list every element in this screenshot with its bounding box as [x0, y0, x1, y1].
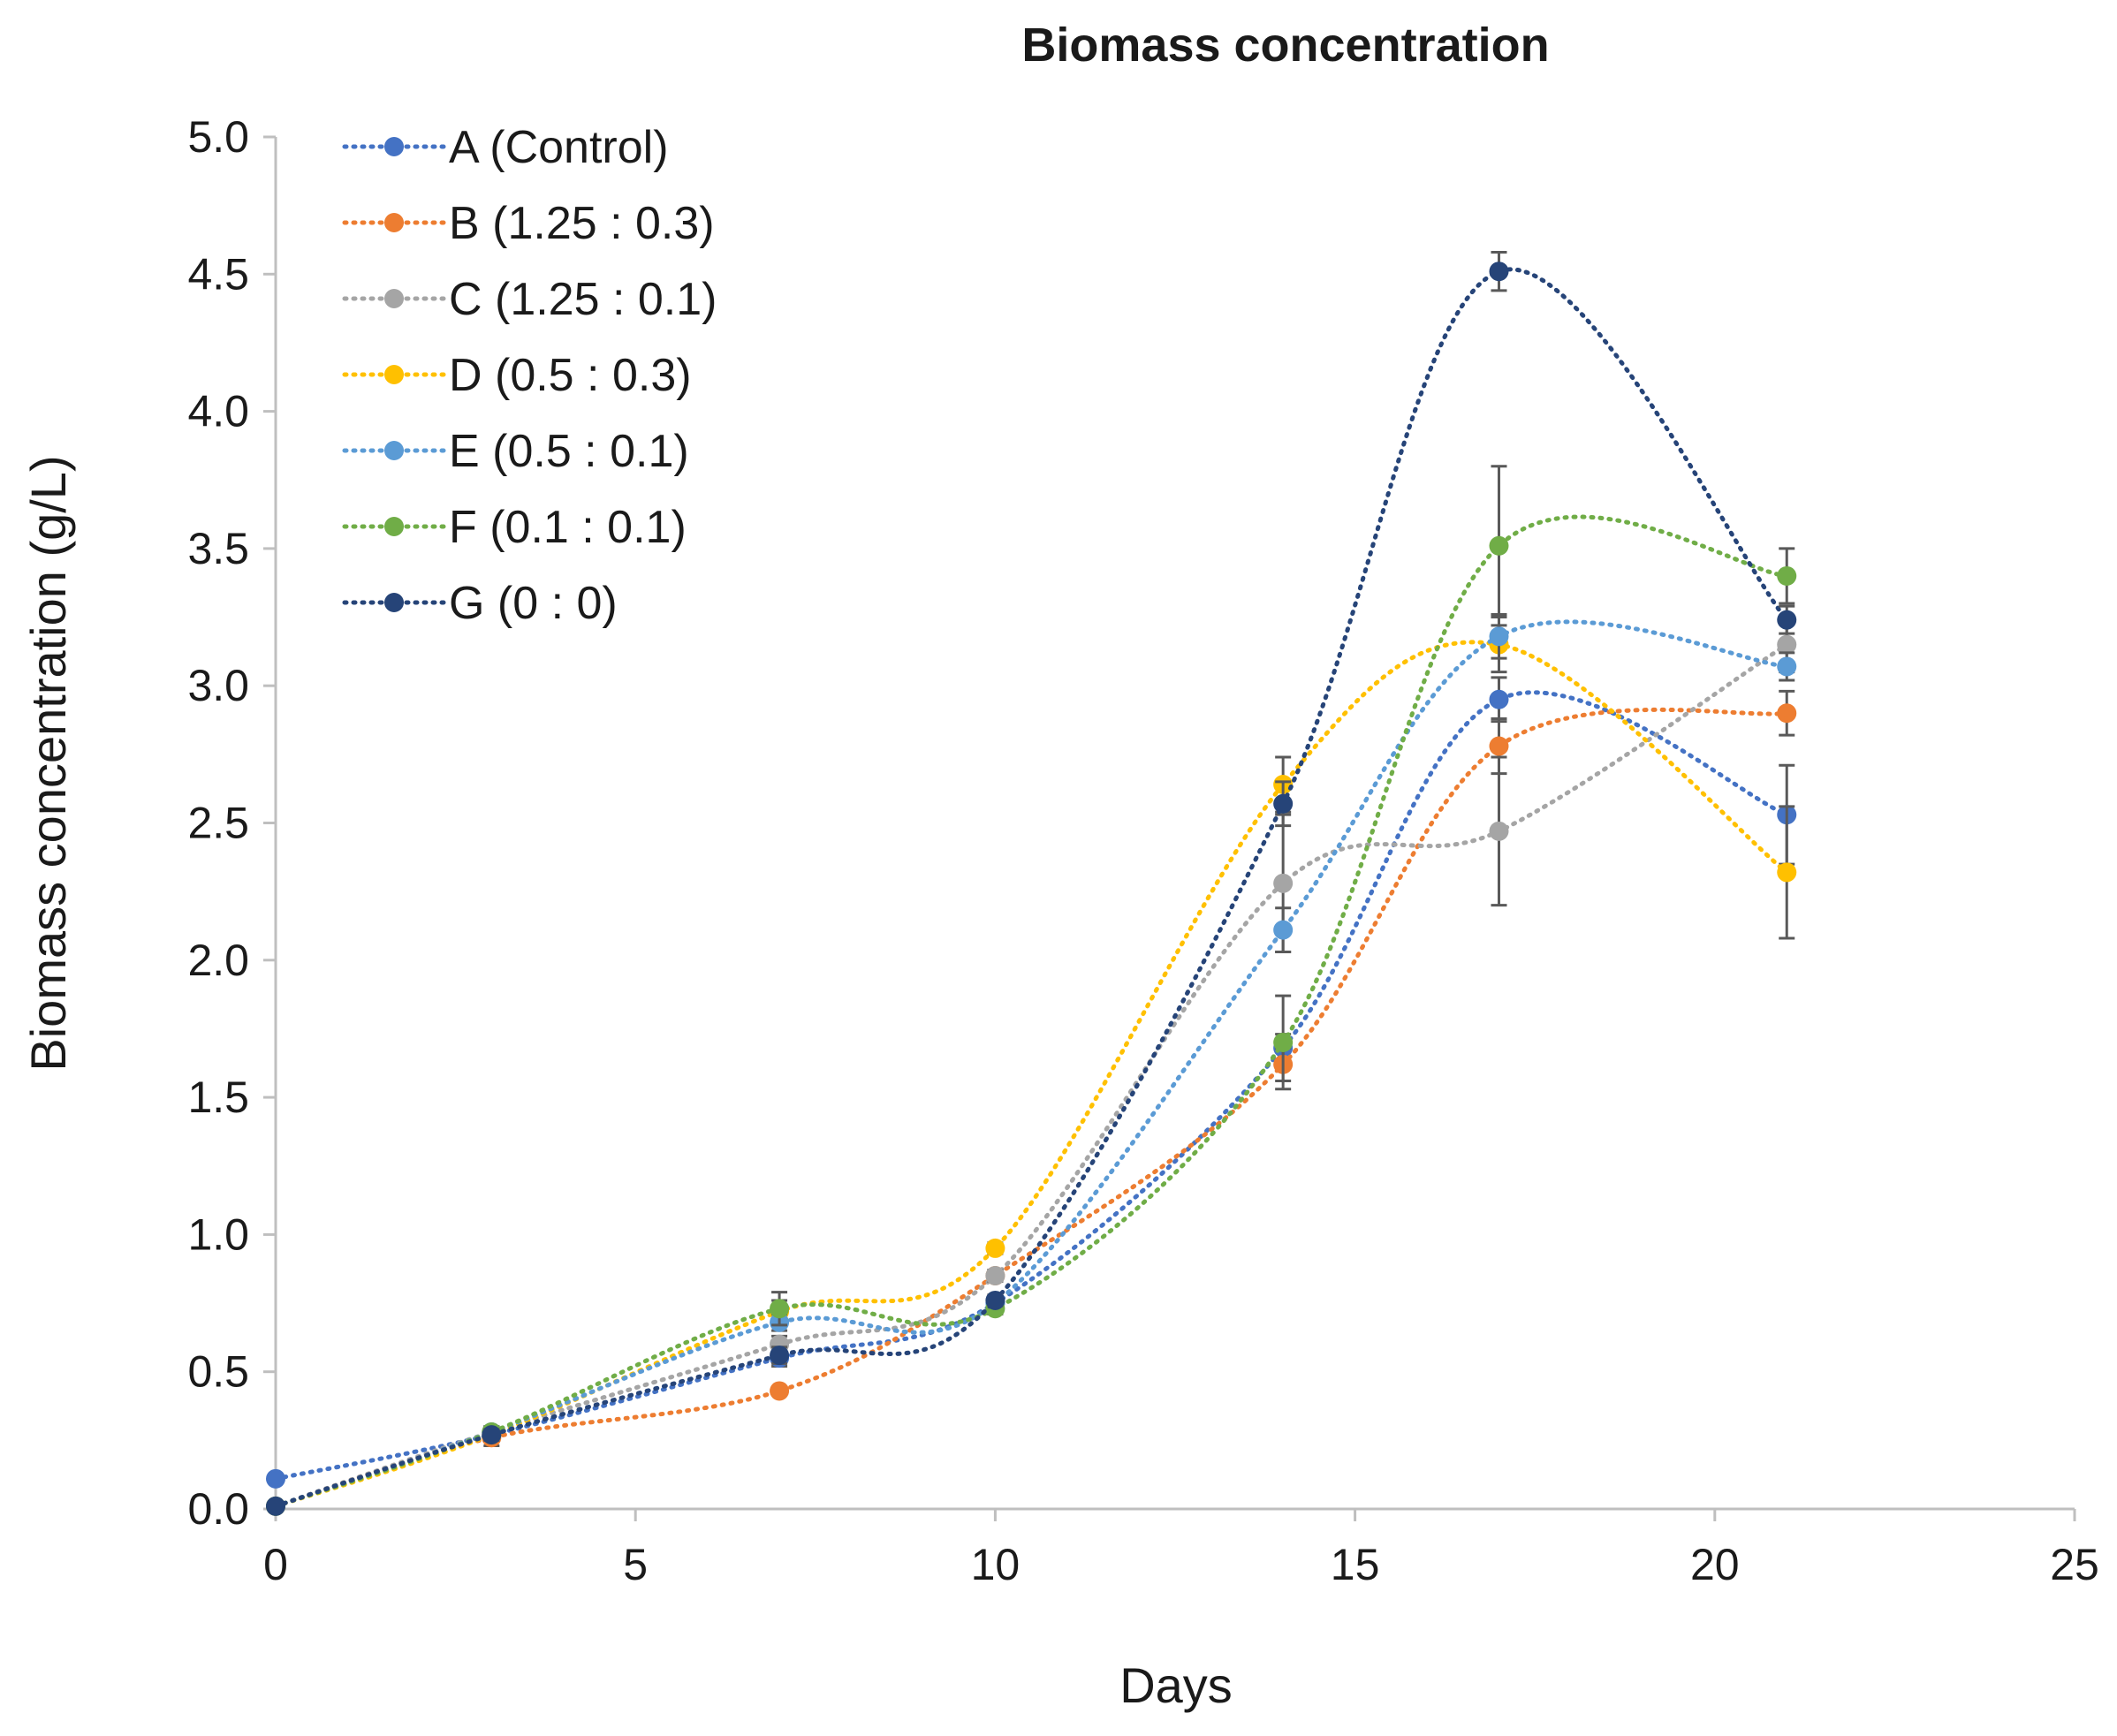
legend-marker [384, 137, 404, 156]
legend-label: C (1.25 : 0.1) [449, 274, 717, 325]
data-point [1489, 736, 1509, 756]
legend-entry: E (0.5 : 0.1) [342, 426, 689, 477]
data-point [1777, 610, 1797, 630]
axes: 0.0 0.5 1.0 1.5 2.0 2.5 3.0 3.5 4.0 4.5 5.0 0 5 10 15 2… [187, 112, 2098, 1589]
legend-label: F (0.1 : 0.1) [449, 502, 687, 553]
x-tick-label: 5 [623, 1540, 648, 1589]
legend-entry: D (0.5 : 0.3) [342, 350, 692, 401]
legend-label: A (Control) [449, 122, 669, 173]
data-point [985, 1290, 1005, 1310]
legend: A (Control) B (1.25 : 0.3) C (1.25 : 0.1) D… [342, 122, 717, 629]
series-g [266, 250, 1797, 1516]
y-tick-label: 3.5 [187, 524, 249, 573]
data-point [1489, 262, 1509, 282]
chart-title: Biomass concentration [1021, 19, 1549, 72]
data-point [1489, 689, 1509, 709]
series-b [266, 689, 1797, 1516]
x-axis-title: Days [1119, 1657, 1233, 1713]
series-line [273, 642, 1789, 1509]
data-point [482, 1425, 502, 1445]
legend-marker [384, 441, 404, 460]
y-tick-label: 4.0 [187, 387, 249, 436]
data-point [266, 1496, 285, 1516]
y-tick-label: 2.5 [187, 799, 249, 848]
y-tick-label: 5.0 [187, 112, 249, 162]
data-point [1273, 1032, 1294, 1052]
y-tick-label: 0.0 [187, 1484, 249, 1534]
data-point [266, 1468, 285, 1489]
series-e [266, 612, 1797, 1516]
data-point [1777, 703, 1797, 724]
data-point [985, 1238, 1005, 1258]
series-line [273, 707, 1789, 1509]
legend-marker [384, 593, 404, 612]
legend-label: E (0.5 : 0.1) [449, 426, 689, 477]
data-point [1273, 920, 1294, 940]
x-tick-label: 15 [1331, 1540, 1380, 1589]
data-point [985, 1265, 1005, 1285]
data-point [1273, 793, 1294, 814]
series-line [273, 267, 1789, 1509]
y-tick-label: 2.0 [187, 936, 249, 985]
data-point [770, 1346, 790, 1366]
data-point [1489, 821, 1509, 841]
data-point [770, 1299, 790, 1319]
legend-entry: A (Control) [342, 122, 669, 173]
x-tick-label: 25 [2050, 1540, 2099, 1589]
series-c [266, 616, 1797, 1516]
series-line [273, 619, 1789, 1509]
y-axis-title: Biomass concentration (g/L) [20, 455, 76, 1071]
y-tick-label: 4.5 [187, 249, 249, 299]
legend-label: B (1.25 : 0.3) [449, 198, 715, 249]
data-point [770, 1381, 790, 1401]
x-tick-label: 20 [1690, 1540, 1740, 1589]
legend-marker [384, 517, 404, 536]
legend-entry: G (0 : 0) [342, 578, 618, 629]
legend-label: G (0 : 0) [449, 578, 618, 629]
series-line [273, 640, 1789, 1509]
series-a [266, 676, 1797, 1489]
legend-marker [384, 289, 404, 308]
y-tick-label: 3.0 [187, 661, 249, 710]
legend-entry: B (1.25 : 0.3) [342, 198, 715, 249]
x-tick-label: 10 [971, 1540, 1021, 1589]
data-point [1273, 873, 1294, 893]
data-point [1777, 565, 1797, 586]
y-tick-label: 1.5 [187, 1073, 249, 1122]
legend-entry: C (1.25 : 0.1) [342, 274, 717, 325]
legend-marker [384, 213, 404, 232]
legend-entry: F (0.1 : 0.1) [342, 502, 687, 553]
data-point [1777, 656, 1797, 677]
series-line [273, 514, 1789, 1509]
series-d [266, 616, 1797, 1516]
legend-label: D (0.5 : 0.3) [449, 350, 692, 401]
series-line [273, 690, 1789, 1482]
data-point [1777, 634, 1797, 655]
data-point [1777, 862, 1797, 883]
y-tick-label: 0.5 [187, 1347, 249, 1397]
x-tick-label: 0 [263, 1540, 288, 1589]
series-lines [266, 250, 1797, 1516]
y-tick-label: 1.0 [187, 1209, 249, 1259]
data-point [1489, 626, 1509, 647]
legend-marker [384, 365, 404, 384]
data-point [1489, 535, 1509, 556]
